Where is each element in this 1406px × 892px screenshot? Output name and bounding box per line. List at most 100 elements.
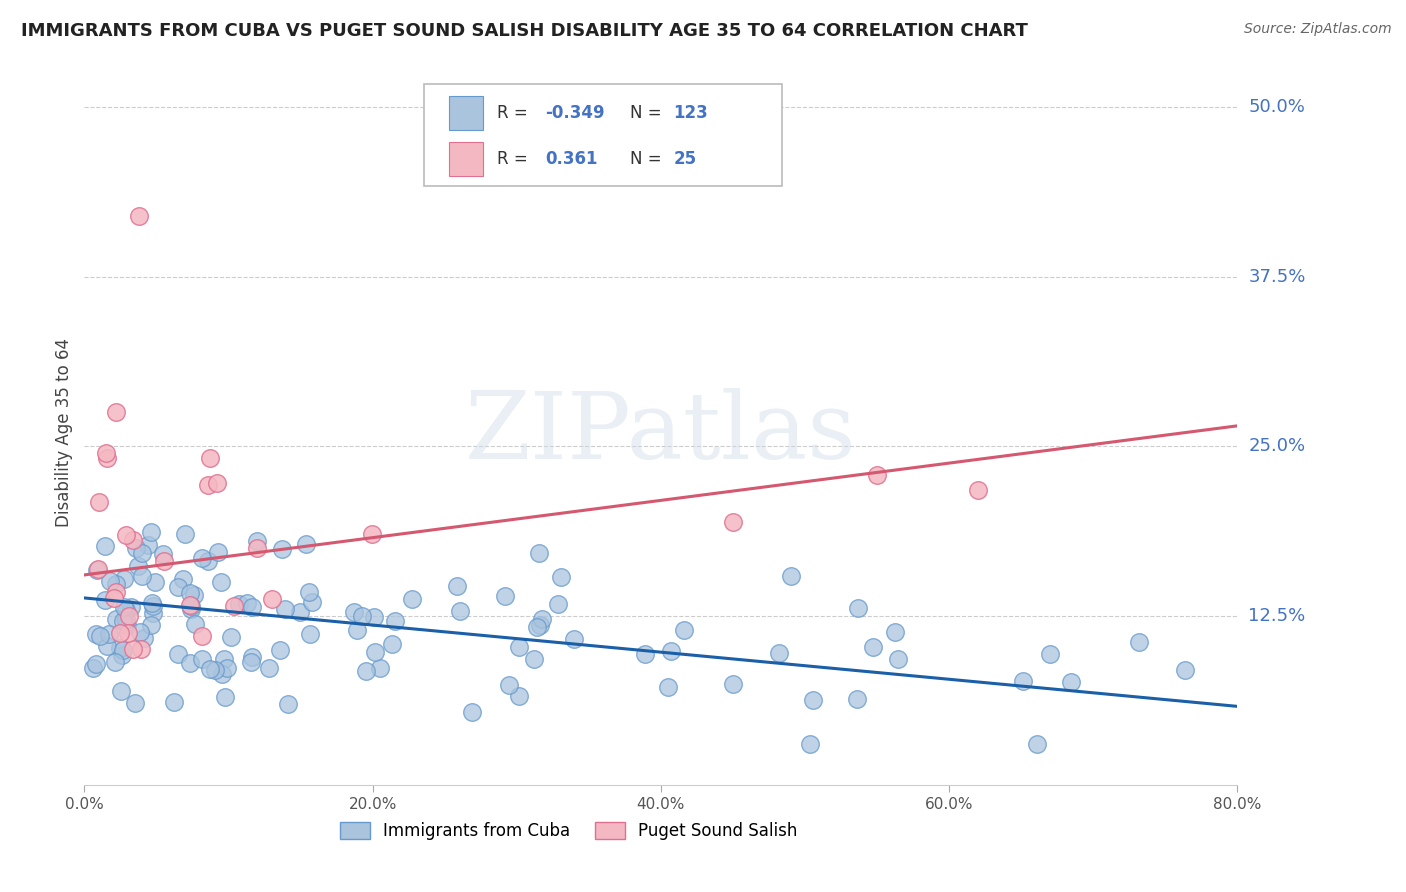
Point — [529, 617, 551, 632]
Point — [110, 626, 132, 640]
Point — [246, 533, 269, 548]
Point — [508, 640, 530, 654]
Point — [361, 526, 384, 541]
Point — [235, 596, 257, 610]
Y-axis label: Disability Age 35 to 64: Disability Age 35 to 64 — [55, 338, 73, 527]
Point — [153, 554, 176, 568]
Point — [799, 737, 821, 751]
Point — [845, 692, 868, 706]
Point — [129, 642, 152, 657]
Point — [657, 680, 679, 694]
Point — [270, 541, 292, 556]
Point — [295, 537, 318, 551]
Text: -0.349: -0.349 — [546, 104, 605, 122]
Point — [884, 625, 907, 640]
Point — [1128, 635, 1150, 649]
Point — [127, 558, 149, 573]
Text: 37.5%: 37.5% — [1249, 268, 1306, 285]
Point — [967, 483, 990, 498]
Point — [301, 595, 323, 609]
Point — [87, 494, 110, 508]
Point — [277, 697, 299, 711]
Text: 0.361: 0.361 — [546, 150, 598, 168]
Point — [508, 689, 530, 703]
Point — [139, 525, 162, 540]
Bar — [449, 96, 484, 130]
Text: N =: N = — [630, 104, 666, 122]
Point — [98, 627, 121, 641]
Bar — [449, 142, 484, 176]
Point — [114, 603, 136, 617]
Point — [224, 599, 246, 613]
Point — [112, 572, 135, 586]
Point — [498, 678, 520, 692]
Point — [142, 599, 165, 614]
Point — [104, 655, 127, 669]
Point — [172, 572, 194, 586]
Point — [129, 624, 152, 639]
Point — [115, 617, 138, 632]
Text: 25.0%: 25.0% — [1249, 437, 1306, 455]
Point — [494, 589, 516, 603]
Point — [721, 677, 744, 691]
Point — [120, 599, 142, 614]
Point — [779, 568, 801, 582]
Text: 12.5%: 12.5% — [1249, 607, 1306, 624]
Point — [352, 609, 374, 624]
Point — [257, 661, 280, 675]
Point — [848, 601, 870, 615]
Point — [209, 574, 232, 589]
Point — [1039, 647, 1062, 661]
Point — [562, 632, 585, 646]
Point — [299, 627, 322, 641]
Point — [122, 533, 145, 547]
Point — [401, 591, 423, 606]
Point — [173, 526, 195, 541]
Point — [461, 705, 484, 719]
Text: R =: R = — [498, 150, 533, 168]
Point — [84, 626, 107, 640]
Point — [217, 661, 239, 675]
Point — [198, 451, 221, 466]
Point — [124, 541, 146, 556]
Point — [163, 695, 186, 709]
Point — [112, 615, 135, 629]
Point — [184, 616, 207, 631]
Point — [449, 604, 471, 618]
Point — [94, 593, 117, 607]
Point — [117, 626, 139, 640]
Point — [104, 577, 127, 591]
Point — [132, 631, 155, 645]
Point — [214, 690, 236, 705]
Point — [527, 546, 550, 560]
Point — [136, 538, 159, 552]
Text: ZIPatlas: ZIPatlas — [465, 388, 856, 477]
Text: Source: ZipAtlas.com: Source: ZipAtlas.com — [1244, 22, 1392, 37]
Point — [105, 405, 128, 419]
Point — [211, 666, 233, 681]
Point — [191, 629, 214, 643]
Point — [179, 599, 201, 613]
Point — [111, 648, 134, 662]
Point — [659, 644, 682, 658]
Point — [191, 652, 214, 666]
Point — [364, 645, 387, 659]
Text: 123: 123 — [673, 104, 709, 122]
FancyBboxPatch shape — [425, 84, 782, 186]
Text: R =: R = — [498, 104, 533, 122]
Point — [84, 657, 107, 671]
Point — [290, 606, 312, 620]
Point — [246, 541, 269, 555]
Point — [152, 547, 174, 561]
Point — [166, 580, 188, 594]
Point — [200, 662, 222, 676]
Point — [672, 624, 695, 638]
Point — [115, 614, 138, 628]
Point — [139, 618, 162, 632]
Point — [122, 642, 145, 657]
Point — [354, 665, 377, 679]
Point — [128, 209, 150, 223]
Point — [801, 693, 824, 707]
Point — [363, 610, 385, 624]
Point — [343, 605, 366, 619]
